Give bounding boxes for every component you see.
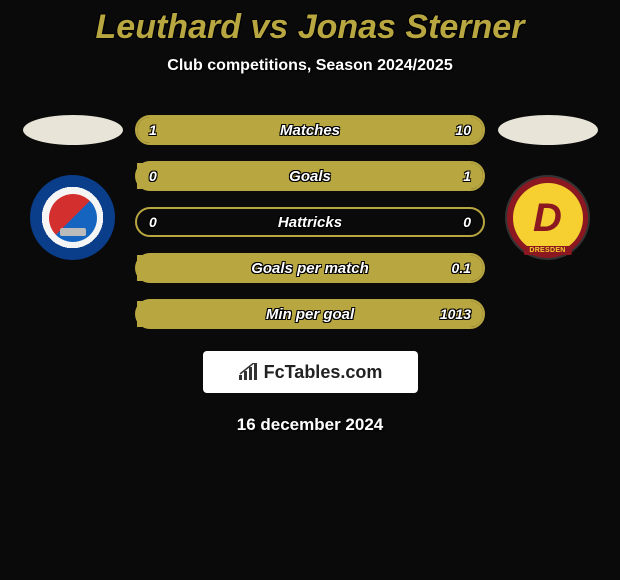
left-side xyxy=(20,115,125,260)
stat-row: 0 Hattricks 0 xyxy=(135,207,485,237)
footer-date: 16 december 2024 xyxy=(0,415,620,435)
page-title: Leuthard vs Jonas Sterner xyxy=(0,8,620,47)
stat-value-left: 0 xyxy=(149,168,157,184)
right-club-label: DRESDEN xyxy=(523,246,571,255)
stat-value-left: 1 xyxy=(149,122,157,138)
stat-row: 0 Goals 1 xyxy=(135,161,485,191)
stat-row: 1 Matches 10 xyxy=(135,115,485,145)
stat-label: Goals xyxy=(289,168,331,185)
stat-value-right: 0 xyxy=(463,214,471,230)
stat-value-right: 1013 xyxy=(440,306,471,322)
right-club-badge-inner: D DRESDEN xyxy=(513,183,583,253)
right-club-badge: D DRESDEN xyxy=(505,175,590,260)
right-club-letter: D xyxy=(533,198,562,238)
stat-label: Min per goal xyxy=(266,306,354,323)
stat-value-right: 0.1 xyxy=(452,260,471,276)
left-player-ellipse xyxy=(23,115,123,145)
stat-row: Min per goal 1013 xyxy=(135,299,485,329)
subtitle: Club competitions, Season 2024/2025 xyxy=(0,57,620,75)
stats-column: 1Matches100Goals10Hattricks0Goals per ma… xyxy=(135,115,485,329)
footer-logo-text: FcTables.com xyxy=(264,362,383,383)
stat-label: Hattricks xyxy=(278,214,342,231)
left-club-badge xyxy=(30,175,115,260)
page-container: Leuthard vs Jonas Sterner Club competiti… xyxy=(0,0,620,435)
stat-row: Goals per match 0.1 xyxy=(135,253,485,283)
stat-value-right: 1 xyxy=(463,168,471,184)
stat-label: Matches xyxy=(280,122,340,139)
right-side: D DRESDEN xyxy=(495,115,600,260)
chart-icon xyxy=(238,363,260,381)
stat-label: Goals per match xyxy=(251,260,369,277)
content-row: 1Matches100Goals10Hattricks0Goals per ma… xyxy=(0,115,620,329)
stat-value-left: 0 xyxy=(149,214,157,230)
right-player-ellipse xyxy=(498,115,598,145)
footer-logo[interactable]: FcTables.com xyxy=(203,351,418,393)
stat-value-right: 10 xyxy=(455,122,471,138)
left-club-badge-inner xyxy=(49,194,97,242)
